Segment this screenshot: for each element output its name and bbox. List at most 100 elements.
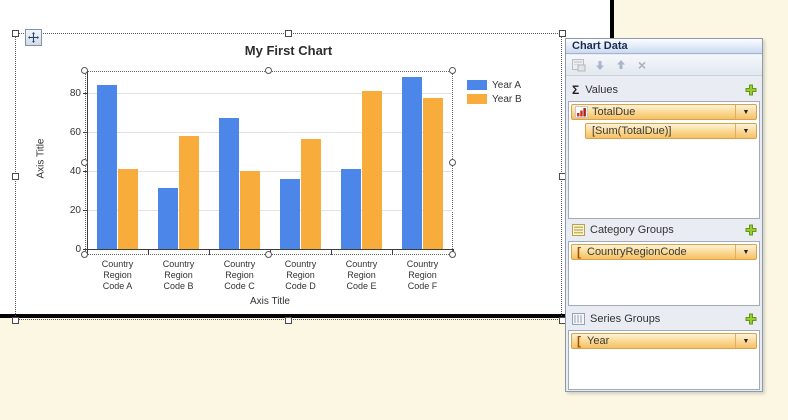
bar[interactable] xyxy=(158,188,178,249)
properties-icon[interactable] xyxy=(571,57,587,73)
y-axis-tick xyxy=(83,209,87,211)
y-axis-tick-label: 80 xyxy=(69,87,81,99)
field-bracket-icon: [ xyxy=(577,334,581,348)
dropdown-arrow-icon[interactable]: ▼ xyxy=(735,105,756,119)
add-series-group-button[interactable] xyxy=(744,312,758,326)
chart-item-resize-handle[interactable] xyxy=(11,172,19,180)
x-axis-category-label: Country Region Code A xyxy=(101,259,134,291)
x-axis-category-label: Country Region Code D xyxy=(284,259,317,291)
move-down-icon[interactable] xyxy=(592,57,608,73)
x-axis-category-label: Country Region Code E xyxy=(345,259,378,291)
report-body-right-edge[interactable] xyxy=(610,0,614,40)
chart-title[interactable]: My First Chart xyxy=(244,43,333,58)
plot-area-resize-handle[interactable] xyxy=(264,66,272,74)
field-bracket-icon: [ xyxy=(577,245,581,259)
series-groups-label: Series Groups xyxy=(590,313,661,325)
y-axis-tick xyxy=(83,131,87,133)
x-axis-tick xyxy=(148,250,149,255)
category-groups-section-header: Category Groups xyxy=(566,221,762,239)
sigma-icon: Σ xyxy=(572,83,580,97)
bar[interactable] xyxy=(179,135,199,249)
move-handle-button[interactable] xyxy=(25,29,42,46)
value-field-totaldue[interactable]: TotalDue ▼ xyxy=(571,104,757,120)
dropdown-arrow-icon[interactable]: ▼ xyxy=(735,124,756,138)
plot-area-resize-handle[interactable] xyxy=(80,250,88,258)
chart-data-pane: Chart Data × Σ Values xyxy=(565,38,763,392)
plot-area-resize-handle[interactable] xyxy=(80,66,88,74)
x-axis-tick xyxy=(209,250,210,255)
delete-icon[interactable]: × xyxy=(637,57,647,73)
chart-item-resize-handle[interactable] xyxy=(558,29,566,37)
y-axis-tick-label: 0 xyxy=(75,244,81,255)
add-category-group-button[interactable] xyxy=(744,223,758,237)
values-list: TotalDue ▼ [Sum(TotalDue)] ▼ xyxy=(568,101,760,219)
y-axis-line xyxy=(87,71,88,250)
bar[interactable] xyxy=(301,139,321,249)
series-grid-icon xyxy=(572,313,585,325)
chart-legend[interactable]: Year A Year B xyxy=(467,78,522,106)
move-up-icon[interactable] xyxy=(613,57,629,73)
legend-swatch xyxy=(467,94,487,104)
report-body-bottom-edge[interactable] xyxy=(0,314,565,318)
x-axis-tick xyxy=(87,250,88,255)
plot-area-resize-handle[interactable] xyxy=(264,250,272,258)
bar[interactable] xyxy=(97,84,117,249)
value-expression-label: [Sum(TotalDue)] xyxy=(592,125,672,137)
series-groups-list: [ Year ▼ xyxy=(568,330,760,390)
legend-label: Year B xyxy=(492,93,522,105)
y-axis-title[interactable]: Axis Title xyxy=(35,138,47,179)
bar[interactable] xyxy=(402,76,422,249)
x-axis-tick xyxy=(392,250,393,255)
gridline xyxy=(88,131,453,133)
x-axis-category-label: Country Region Code F xyxy=(406,259,439,291)
add-value-field-button[interactable] xyxy=(744,83,758,97)
move-arrows-icon xyxy=(27,31,40,44)
x-axis-category-label: Country Region Code C xyxy=(223,259,256,291)
y-axis-tick xyxy=(83,170,87,172)
category-group-label: CountryRegionCode xyxy=(587,246,687,258)
legend-item: Year A xyxy=(467,78,522,92)
bar[interactable] xyxy=(240,170,260,249)
bar[interactable] xyxy=(280,178,300,249)
bar[interactable] xyxy=(219,117,239,249)
chart-item-resize-handle[interactable] xyxy=(284,29,292,37)
x-axis-line xyxy=(87,249,454,250)
y-axis-tick-label: 40 xyxy=(69,165,81,177)
series-group-label: Year xyxy=(587,335,610,347)
values-section-label: Values xyxy=(585,84,619,96)
x-axis-title[interactable]: Axis Title xyxy=(249,296,290,307)
plot-area-resize-handle[interactable] xyxy=(80,158,88,166)
value-expression-sum-totaldue[interactable]: [Sum(TotalDue)] ▼ xyxy=(585,123,757,139)
dropdown-arrow-icon[interactable]: ▼ xyxy=(735,334,756,348)
legend-item: Year B xyxy=(467,92,522,106)
chart-item-resize-handle[interactable] xyxy=(284,316,292,324)
chart-report-item[interactable]: My First Chart 0 20 40 60 80 Country Region Cod… xyxy=(15,33,562,320)
values-section-header: Σ Values xyxy=(566,81,762,99)
dropdown-arrow-icon[interactable]: ▼ xyxy=(735,245,756,259)
x-axis-tick xyxy=(331,250,332,255)
bar[interactable] xyxy=(423,98,443,249)
plot-area-resize-handle[interactable] xyxy=(448,66,456,74)
bar-chart-icon xyxy=(575,106,588,118)
series-group-year[interactable]: [ Year ▼ xyxy=(571,333,757,349)
gridline xyxy=(88,209,453,211)
gridline xyxy=(88,92,453,94)
plot-area-resize-handle[interactable] xyxy=(448,250,456,258)
bar[interactable] xyxy=(118,168,138,249)
chart-item-resize-handle[interactable] xyxy=(11,316,19,324)
y-axis-tick xyxy=(83,249,87,250)
y-axis-tick-label: 20 xyxy=(69,204,81,216)
chart-data-pane-title: Chart Data xyxy=(566,39,762,54)
chart-data-toolbar: × xyxy=(566,55,762,76)
x-axis-category-label: Country Region Code B xyxy=(162,259,195,291)
plot-area-resize-handle[interactable] xyxy=(448,158,456,166)
category-group-countryregioncode[interactable]: [ CountryRegionCode ▼ xyxy=(571,244,757,260)
legend-label: Year A xyxy=(492,79,522,91)
bar[interactable] xyxy=(362,90,382,249)
y-axis-tick xyxy=(83,92,87,94)
chart-item-resize-handle[interactable] xyxy=(11,29,19,37)
category-list-icon xyxy=(572,224,585,236)
chart-canvas: 0 20 40 60 80 Country Region Code A Country Regio… xyxy=(16,34,561,319)
bar[interactable] xyxy=(341,168,361,249)
